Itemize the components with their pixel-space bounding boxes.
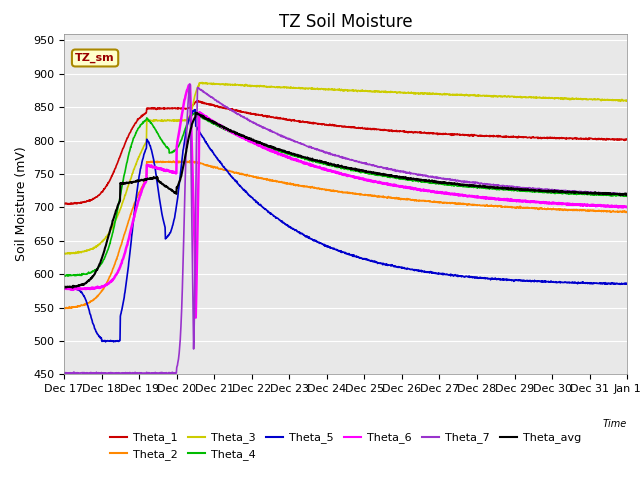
Theta_5	[161, 225, 169, 230]
Theta_2	[316, 186, 323, 192]
Theta_5	[588, 281, 595, 287]
Theta_3	[71, 251, 79, 256]
Theta_2	[349, 190, 356, 196]
Theta_4	[588, 192, 595, 197]
Theta_1	[161, 106, 169, 111]
Theta_3	[60, 251, 68, 256]
Theta_5	[623, 280, 631, 286]
Theta_avg	[192, 110, 200, 116]
Theta_7	[186, 81, 193, 87]
Theta_2	[186, 158, 193, 164]
Theta_6	[60, 286, 68, 292]
Theta_1	[349, 125, 356, 131]
Theta_7	[588, 190, 595, 195]
Theta_5	[449, 273, 457, 278]
Theta_4	[60, 272, 68, 278]
Theta_5	[316, 240, 323, 246]
Theta_6	[192, 315, 200, 321]
Line: Theta_3: Theta_3	[64, 83, 627, 254]
Theta_6	[316, 165, 323, 171]
Theta_4	[71, 273, 79, 278]
Theta_2	[623, 209, 631, 215]
Legend: Theta_1, Theta_2, Theta_3, Theta_4, Theta_5, Theta_6, Theta_7, Theta_avg: Theta_1, Theta_2, Theta_3, Theta_4, Thet…	[106, 428, 586, 464]
Line: Theta_5: Theta_5	[64, 110, 627, 342]
Theta_1	[588, 136, 595, 142]
Theta_6	[71, 286, 79, 292]
Theta_7	[71, 370, 79, 375]
Theta_1	[71, 200, 79, 205]
Theta_7	[449, 177, 457, 182]
Theta_1	[623, 137, 631, 143]
Theta_6	[161, 167, 168, 173]
Theta_3	[198, 80, 206, 85]
Theta_6	[349, 174, 356, 180]
Theta_6	[186, 82, 193, 87]
Line: Theta_7: Theta_7	[64, 84, 627, 374]
Theta_2	[449, 200, 457, 206]
Theta_5	[191, 107, 199, 113]
Theta_5	[60, 285, 68, 290]
Theta_avg	[60, 284, 68, 290]
Theta_avg	[71, 284, 79, 289]
Theta_7	[60, 371, 68, 377]
Theta_avg	[161, 183, 169, 189]
Theta_avg	[588, 191, 595, 196]
Theta_avg	[316, 158, 323, 164]
Theta_7	[316, 148, 323, 154]
Theta_1	[60, 201, 68, 206]
Text: Time: Time	[603, 419, 627, 429]
Theta_4	[191, 110, 199, 116]
Line: Theta_1: Theta_1	[64, 101, 627, 204]
Theta_2	[64, 306, 72, 312]
Line: Theta_2: Theta_2	[64, 161, 627, 309]
Theta_7	[623, 192, 631, 197]
Title: TZ Soil Moisture: TZ Soil Moisture	[279, 12, 412, 31]
Theta_1	[449, 131, 457, 137]
Theta_4	[449, 182, 457, 188]
Y-axis label: Soil Moisture (mV): Soil Moisture (mV)	[15, 146, 28, 262]
Theta_6	[449, 192, 457, 197]
Theta_4	[349, 168, 356, 173]
Theta_3	[349, 87, 356, 93]
Theta_avg	[623, 191, 631, 197]
Theta_4	[64, 273, 72, 279]
Theta_avg	[349, 166, 356, 172]
Theta_1	[65, 202, 72, 207]
Theta_6	[623, 204, 631, 210]
Theta_2	[588, 208, 595, 214]
Theta_2	[60, 305, 68, 311]
Theta_5	[71, 286, 79, 291]
Theta_1	[316, 121, 323, 127]
Theta_4	[316, 160, 323, 166]
Theta_3	[61, 251, 69, 257]
Theta_3	[588, 96, 595, 102]
Theta_avg	[61, 285, 68, 290]
Theta_3	[623, 97, 631, 103]
Line: Theta_6: Theta_6	[64, 84, 627, 318]
Theta_2	[161, 159, 169, 165]
Text: TZ_sm: TZ_sm	[76, 53, 115, 63]
Theta_6	[588, 203, 595, 208]
Theta_7	[161, 370, 169, 376]
Theta_3	[449, 92, 457, 98]
Theta_4	[623, 193, 631, 199]
Theta_5	[349, 252, 356, 258]
Theta_3	[161, 118, 169, 123]
Theta_avg	[449, 181, 457, 187]
Theta_7	[120, 372, 128, 377]
Theta_1	[193, 98, 201, 104]
Line: Theta_avg: Theta_avg	[64, 113, 627, 288]
Theta_5	[102, 339, 109, 345]
Theta_7	[349, 157, 356, 163]
Line: Theta_4: Theta_4	[64, 113, 627, 276]
Theta_2	[71, 304, 79, 310]
Theta_3	[316, 86, 323, 92]
Theta_4	[161, 142, 169, 148]
